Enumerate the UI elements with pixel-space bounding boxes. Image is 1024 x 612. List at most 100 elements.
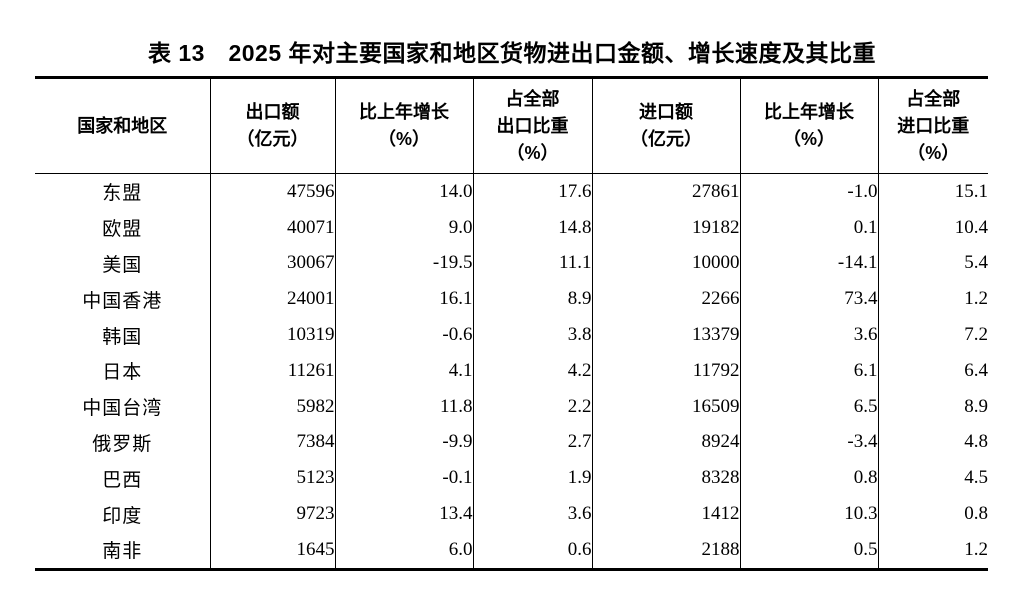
trade-statistics-table: 国家和地区 出口额 （亿元） 比上年增长 （%） 占全部出口比重 （%） 进口额 （亿元） 比上年… — [35, 76, 988, 571]
column-header-line: （亿元） — [236, 129, 309, 149]
table-row: 中国香港 24001 16.1 8.9 2266 73.4 1.2 — [35, 281, 988, 318]
value-cell-export-value: 40071 — [209, 209, 335, 246]
value-cell-export-growth: -9.9 — [334, 424, 473, 461]
table-body: 东盟 47596 14.0 17.6 27861 -1.0 15.1 欧盟 40071 9.0 14… — [35, 173, 988, 570]
region-cell: 俄罗斯 — [92, 433, 153, 455]
value-cell-export-growth: 16.1 — [334, 281, 473, 318]
header-row: 国家和地区 出口额 （亿元） 比上年增长 （%） 占全部出口比重 （%） 进口额 （亿元） 比上年… — [35, 77, 988, 174]
value-cell-import-share: 0.8 — [877, 496, 988, 532]
column-header-line: （%） — [907, 142, 960, 163]
column-header-line: （亿元） — [630, 129, 702, 149]
region-cell: 中国香港 — [82, 290, 163, 312]
value-cell-export-growth: 11.8 — [334, 388, 473, 425]
value-cell-export-growth: 6.0 — [334, 531, 473, 570]
column-header-line: 进口额 — [639, 102, 693, 122]
value-cell-import-growth: 0.1 — [739, 209, 878, 246]
column-header-line: 国家和地区 — [77, 115, 168, 136]
value-cell-export-share: 2.2 — [472, 388, 592, 425]
value-cell-export-growth: 4.1 — [334, 352, 473, 389]
value-cell-import-value: 13379 — [591, 317, 740, 353]
value-cell-export-share: 4.2 — [472, 352, 592, 389]
column-header-line: 出口比重 — [496, 115, 569, 136]
region-cell: 欧盟 — [102, 219, 143, 241]
value-cell-export-growth: -0.6 — [334, 317, 473, 353]
column-header-import-growth: 比上年增长 （%） — [739, 77, 878, 174]
value-cell-import-growth: 0.5 — [739, 531, 878, 570]
column-header-export-value: 出口额 （亿元） — [209, 77, 335, 174]
value-cell-import-value: 2266 — [591, 281, 740, 318]
value-cell-import-growth: -3.4 — [739, 424, 878, 461]
column-header-line: 比上年增长 — [359, 102, 449, 122]
value-cell-export-growth: -0.1 — [334, 460, 473, 497]
value-cell-import-growth: 73.4 — [739, 281, 878, 318]
value-cell-export-value: 24001 — [209, 281, 335, 318]
value-cell-import-growth: -14.1 — [739, 245, 878, 282]
column-header-export-growth: 比上年增长 （%） — [334, 77, 473, 174]
column-header-line: 比上年增长 — [764, 102, 854, 122]
table-row: 南非 1645 6.0 0.6 2188 0.5 1.2 — [35, 531, 988, 570]
column-header-line: 出口额 — [245, 102, 300, 122]
value-cell-import-value: 11792 — [591, 352, 740, 389]
value-cell-export-share: 1.9 — [472, 460, 592, 497]
value-cell-import-value: 2188 — [591, 531, 740, 570]
value-cell-import-growth: 10.3 — [739, 496, 878, 532]
value-cell-import-value: 19182 — [591, 209, 740, 246]
table-row: 欧盟 40071 9.0 14.8 19182 0.1 10.4 — [35, 209, 988, 246]
value-cell-import-share: 4.8 — [877, 424, 988, 461]
value-cell-import-share: 8.9 — [877, 388, 988, 425]
region-cell: 日本 — [102, 362, 143, 384]
value-cell-import-value: 16509 — [591, 388, 740, 425]
region-cell: 南非 — [102, 541, 143, 563]
value-cell-import-share: 6.4 — [877, 352, 988, 389]
region-cell: 巴西 — [102, 469, 143, 491]
value-cell-export-value: 30067 — [209, 245, 335, 282]
column-header-region: 国家和地区 — [35, 77, 210, 174]
table-title: 表 13 2025 年对主要国家和地区货物进出口金额、增长速度及其比重 — [147, 40, 877, 66]
value-cell-import-growth: 6.1 — [739, 352, 878, 389]
column-header-line: 占全部 — [906, 88, 961, 109]
table-row: 俄罗斯 7384 -9.9 2.7 8924 -3.4 4.8 — [35, 424, 988, 461]
value-cell-import-share: 15.1 — [877, 173, 988, 210]
value-cell-import-growth: -1.0 — [739, 173, 878, 210]
region-cell: 印度 — [102, 505, 143, 527]
value-cell-import-growth: 3.6 — [739, 317, 878, 353]
value-cell-import-share: 1.2 — [877, 531, 988, 570]
table-row: 东盟 47596 14.0 17.6 27861 -1.0 15.1 — [35, 173, 988, 210]
column-header-line: （%） — [782, 129, 835, 149]
value-cell-export-value: 7384 — [209, 424, 335, 461]
table-row: 中国台湾 5982 11.8 2.2 16509 6.5 8.9 — [35, 388, 988, 425]
column-header-export-share: 占全部 出口比重 （%） — [472, 77, 592, 174]
value-cell-export-share: 0.6 — [472, 531, 592, 570]
value-cell-export-value: 11261 — [209, 352, 335, 389]
value-cell-import-share: 7.2 — [877, 317, 988, 353]
value-cell-export-value: 1645 — [209, 531, 335, 570]
table-row: 印度 9723 13.4 3.6 1412 10.3 0.8 — [35, 496, 988, 532]
region-cell: 中国台湾 — [82, 398, 163, 420]
table-row: 韩国 10319 -0.6 3.8 13379 3.6 7.2 — [35, 317, 988, 353]
value-cell-export-growth: -19.5 — [334, 245, 473, 282]
value-cell-import-share: 4.5 — [877, 460, 988, 497]
value-cell-export-growth: 14.0 — [334, 173, 473, 210]
value-cell-import-growth: 6.5 — [739, 388, 878, 425]
column-header-line: 进口比重 — [897, 115, 970, 136]
column-header-import-value: 进口额 （亿元） — [591, 77, 740, 174]
value-cell-export-share: 14.8 — [472, 209, 592, 246]
value-cell-import-value: 10000 — [591, 245, 740, 282]
value-cell-import-value: 27861 — [591, 173, 740, 210]
value-cell-export-growth: 13.4 — [334, 496, 473, 532]
value-cell-import-value: 8328 — [591, 460, 740, 497]
value-cell-export-value: 5123 — [209, 460, 335, 497]
value-cell-export-share: 3.6 — [472, 496, 592, 532]
value-cell-export-value: 5982 — [209, 388, 335, 425]
region-cell: 东盟 — [102, 183, 143, 205]
table-row: 美国 30067 -19.5 11.1 10000 -14.1 5.4 — [35, 245, 988, 282]
value-cell-export-value: 47596 — [209, 173, 335, 210]
value-cell-import-share: 1.2 — [877, 281, 988, 318]
value-cell-export-share: 11.1 — [472, 245, 592, 282]
value-cell-export-growth: 9.0 — [334, 209, 473, 246]
region-cell: 美国 — [102, 254, 143, 276]
column-header-import-share: 占全部进口比重 （%） — [877, 77, 988, 174]
column-header-line: （%） — [506, 142, 559, 163]
value-cell-import-share: 10.4 — [877, 209, 988, 246]
